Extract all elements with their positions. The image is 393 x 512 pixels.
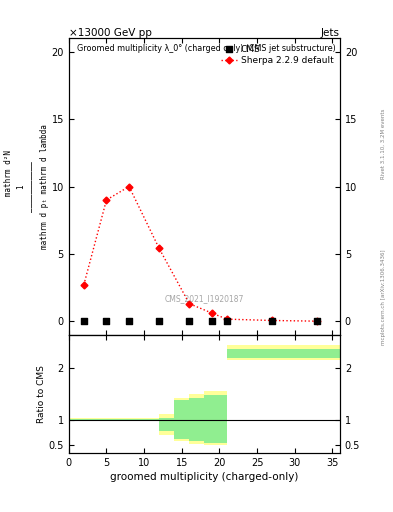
Sherpa 2.2.9 default: [127, 183, 131, 189]
Text: Jets: Jets: [321, 28, 340, 38]
CMS: [269, 317, 275, 325]
Sherpa 2.2.9 default: [187, 301, 192, 307]
Y-axis label: Ratio to CMS: Ratio to CMS: [37, 365, 46, 423]
Sherpa 2.2.9 default: [81, 282, 86, 288]
Y-axis label:       mathrm d²N
1
―――――――――――
mathrm d pₜ mathrm d lambda: mathrm d²N 1 ――――――――――― mathrm d pₜ mat…: [4, 124, 49, 249]
Text: ×13000 GeV pp: ×13000 GeV pp: [69, 28, 152, 38]
Sherpa 2.2.9 default: [315, 318, 320, 324]
CMS: [103, 317, 110, 325]
X-axis label: groomed multiplicity (charged-only): groomed multiplicity (charged-only): [110, 472, 299, 482]
Sherpa 2.2.9 default: [270, 317, 274, 324]
Text: mcplots.cern.ch [arXiv:1306.3436]: mcplots.cern.ch [arXiv:1306.3436]: [381, 249, 386, 345]
Text: CMS_2021_I1920187: CMS_2021_I1920187: [165, 294, 244, 304]
CMS: [156, 317, 162, 325]
CMS: [209, 317, 215, 325]
Sherpa 2.2.9 default: [104, 197, 109, 203]
Sherpa 2.2.9 default: [157, 245, 162, 251]
Sherpa 2.2.9 default: [225, 316, 230, 322]
Line: Sherpa 2.2.9 default: Sherpa 2.2.9 default: [81, 184, 320, 324]
CMS: [314, 317, 321, 325]
Text: Groomed multiplicity λ_0° (charged only) (CMS jet substructure): Groomed multiplicity λ_0° (charged only)…: [77, 45, 336, 53]
CMS: [126, 317, 132, 325]
CMS: [186, 317, 193, 325]
CMS: [224, 317, 230, 325]
Text: Rivet 3.1.10, 3.2M events: Rivet 3.1.10, 3.2M events: [381, 108, 386, 179]
Legend: CMS, Sherpa 2.2.9 default: CMS, Sherpa 2.2.9 default: [219, 43, 336, 67]
Sherpa 2.2.9 default: [209, 310, 214, 316]
CMS: [81, 317, 87, 325]
